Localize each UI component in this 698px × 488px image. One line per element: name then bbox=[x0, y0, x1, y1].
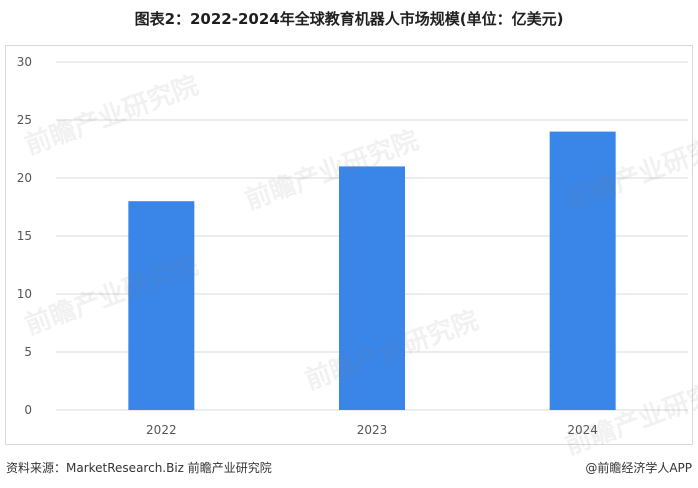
bar-chart: 0 5 10 15 20 25 30 2022 2023 2024 bbox=[17, 55, 688, 437]
y-tick-label: 20 bbox=[17, 171, 32, 185]
y-tick-label: 15 bbox=[17, 229, 32, 243]
x-tick-label: 2024 bbox=[567, 423, 598, 437]
chart-frame: 0 5 10 15 20 25 30 2022 2023 2024 bbox=[5, 45, 693, 445]
y-tick-label: 30 bbox=[17, 55, 32, 69]
y-tick-label: 25 bbox=[17, 113, 32, 127]
chart-title: 图表2：2022-2024年全球教育机器人市场规模(单位：亿美元) bbox=[134, 10, 564, 28]
bar bbox=[549, 131, 616, 410]
bar bbox=[128, 201, 195, 410]
x-tick-label: 2022 bbox=[146, 423, 177, 437]
bar bbox=[339, 166, 405, 410]
y-tick-label: 0 bbox=[24, 403, 32, 417]
x-tick-label: 2023 bbox=[357, 423, 388, 437]
y-tick-label: 5 bbox=[24, 345, 32, 359]
y-tick-label: 10 bbox=[17, 287, 32, 301]
credit-note: @前瞻经济学人APP bbox=[585, 461, 692, 475]
source-note: 资料来源：MarketResearch.Biz 前瞻产业研究院 bbox=[6, 461, 272, 475]
